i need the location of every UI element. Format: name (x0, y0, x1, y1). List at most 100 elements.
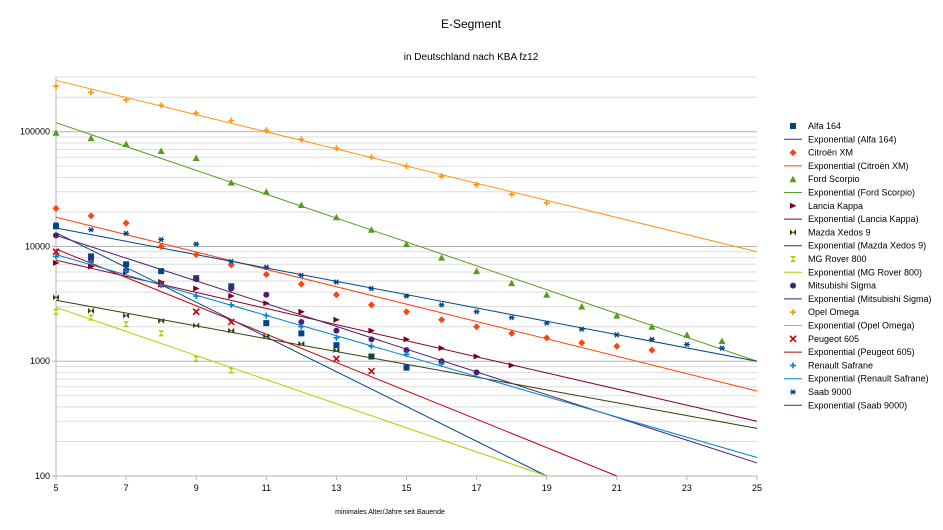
data-point-11-4 (158, 236, 165, 243)
data-point-11-10 (368, 285, 375, 292)
data-point-2-13 (473, 323, 481, 331)
trendline-2 (55, 216, 758, 392)
data-point-11-1 (53, 221, 59, 228)
data-point-5-5 (193, 322, 200, 329)
data-point-5-7 (263, 333, 270, 340)
data-point-3-17 (613, 312, 621, 319)
data-point-4-7 (263, 300, 270, 307)
x-tick-label: 13 (331, 483, 341, 493)
data-point-4-1 (53, 259, 60, 266)
data-point-4-12 (438, 345, 446, 352)
data-point-3-20 (718, 337, 726, 345)
data-point-9-3 (192, 308, 200, 316)
legend-marker-10 (790, 362, 796, 369)
x-tick-label: 7 (124, 483, 129, 493)
legend-trend-entry-3: Exponential (Ford Scorpio) (808, 188, 915, 198)
data-point-3-7 (262, 188, 270, 195)
legend-entry-2: Citroën XM (808, 148, 853, 158)
data-point-8-8 (298, 136, 305, 143)
data-point-3-16 (578, 303, 586, 310)
data-point-3-3 (122, 140, 130, 148)
legend-trend-entry-5: Exponential (Mazda Xedos 9) (808, 241, 926, 251)
data-point-11-17 (613, 332, 620, 338)
legend-marker-4 (790, 202, 797, 209)
data-point-5-10 (368, 353, 375, 360)
data-point-11-16 (578, 326, 585, 333)
data-point-2-16 (578, 339, 586, 347)
data-point-8-12 (438, 173, 445, 180)
data-point-8-13 (473, 181, 480, 188)
grid (56, 76, 757, 477)
data-point-8-9 (333, 145, 340, 152)
data-point-10-4 (158, 282, 165, 289)
legend-entry-7: Mitsubishi Sigma (808, 281, 876, 291)
data-point-7-10 (368, 336, 375, 343)
data-point-11-15 (543, 320, 550, 326)
data-point-4-2 (88, 263, 95, 270)
data-point-8-10 (368, 154, 375, 161)
data-point-8-4 (158, 102, 165, 109)
data-point-2-2 (87, 212, 95, 220)
data-point-11-12 (438, 302, 445, 308)
legend-trend-entry-4: Exponential (Lancia Kappa) (808, 214, 919, 224)
x-tick-label: 19 (542, 483, 552, 493)
legend-marker-5 (790, 229, 796, 236)
data-point-10-5 (193, 293, 200, 300)
x-tick-label: 11 (262, 483, 271, 493)
legend-trend-entry-7: Exponential (Mitsubishi Sigma) (808, 294, 932, 304)
data-point-10-7 (263, 312, 270, 319)
legend-trend-entry-2: Exponential (Citroën XM) (808, 161, 909, 171)
data-point-3-8 (297, 201, 305, 208)
data-point-7-5 (193, 276, 200, 283)
legend-entry-9: Peugeot 605 (808, 334, 859, 344)
data-point-6-1 (53, 308, 59, 315)
data-point-3-10 (367, 226, 375, 233)
data-point-2-5 (192, 251, 200, 259)
legend-entry-5: Mazda Xedos 9 (808, 227, 871, 237)
data-point-11-7 (263, 264, 270, 270)
x-tick-label: 5 (53, 483, 58, 493)
data-point-2-12 (438, 316, 446, 324)
legend: Alfa 164 Exponential (Alfa 164) Citroën XM… (784, 121, 932, 410)
data-point-9-5 (332, 355, 340, 363)
data-point-8-3 (123, 96, 130, 103)
legend-entry-11: Saab 9000 (808, 387, 852, 397)
data-point-2-11 (403, 308, 410, 316)
data-point-10-11 (403, 351, 410, 358)
y-tick-label: 100000 (20, 127, 50, 137)
trendlines (55, 79, 758, 477)
data-point-2-3 (122, 219, 130, 227)
data-point-10-10 (368, 343, 375, 350)
x-tick-label: 15 (401, 483, 411, 493)
data-point-1-11 (403, 364, 410, 371)
data-point-4-6 (228, 293, 235, 300)
legend-entry-1: Alfa 164 (808, 121, 841, 131)
data-point-11-5 (193, 241, 200, 247)
data-point-4-9 (333, 316, 340, 323)
legend-marker-3 (789, 175, 797, 183)
legend-trend-entry-9: Exponential (Peugeot 605) (808, 347, 915, 357)
data-point-1-7 (263, 320, 270, 327)
data-point-8-5 (193, 110, 200, 117)
data-point-1-1 (53, 223, 59, 230)
legend-trend-entry-8: Exponential (Opel Omega) (808, 321, 915, 331)
data-point-7-11 (403, 347, 410, 354)
data-point-2-9 (332, 291, 340, 299)
x-tick-label: 9 (194, 483, 199, 493)
data-point-3-18 (648, 323, 656, 330)
x-axis-label: minimales Alter/Jahre seit Bauende (335, 509, 445, 516)
y-tick-label: 10000 (25, 241, 50, 251)
data-point-7-1 (53, 232, 59, 239)
data-point-7-9 (333, 327, 340, 334)
data-point-5-9 (333, 347, 340, 354)
legend-marker-11 (790, 389, 796, 395)
data-point-2-7 (262, 271, 270, 279)
data-point-3-12 (438, 254, 446, 261)
data-point-3-11 (403, 240, 410, 248)
data-point-10-3 (123, 268, 130, 275)
data-point-8-15 (543, 199, 550, 206)
legend-trend-entry-11: Exponential (Saab 9000) (808, 400, 907, 410)
legend-entry-4: Lancia Kappa (808, 201, 863, 211)
data-point-3-5 (192, 154, 200, 162)
legend-marker-7 (790, 282, 796, 289)
